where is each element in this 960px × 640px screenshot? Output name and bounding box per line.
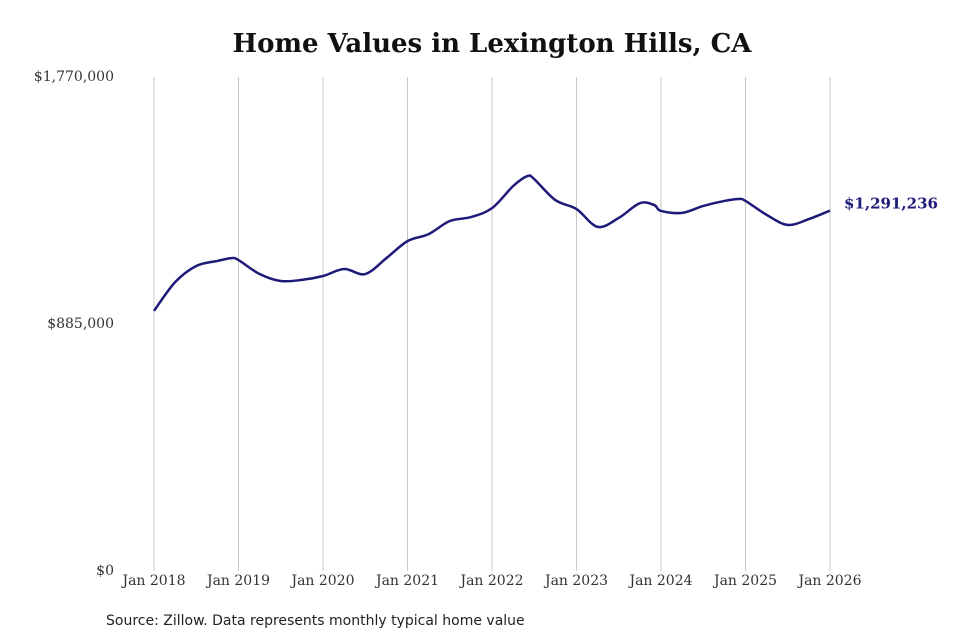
x-tick-label: Jan 2023 xyxy=(543,573,608,589)
y-tick-label: $0 xyxy=(96,563,114,579)
chart-title: Home Values in Lexington Hills, CA xyxy=(233,29,753,59)
x-tick-label: Jan 2025 xyxy=(712,573,777,589)
x-tick-label: Jan 2021 xyxy=(374,573,439,589)
value-label: $1,291,236 xyxy=(844,195,938,213)
x-tick-label: Jan 2024 xyxy=(627,573,692,589)
x-tick-label: Jan 2018 xyxy=(120,573,185,589)
y-tick-label: $885,000 xyxy=(47,316,114,332)
line-series xyxy=(152,174,831,312)
source-note: Source: Zillow. Data represents monthly … xyxy=(106,613,525,629)
x-tick-label: Jan 2020 xyxy=(289,573,354,589)
x-tick-label: Jan 2026 xyxy=(796,573,861,589)
y-tick-label: $1,770,000 xyxy=(34,69,114,85)
x-tick-label: Jan 2022 xyxy=(458,573,523,589)
x-tick-label: Jan 2019 xyxy=(205,573,270,589)
